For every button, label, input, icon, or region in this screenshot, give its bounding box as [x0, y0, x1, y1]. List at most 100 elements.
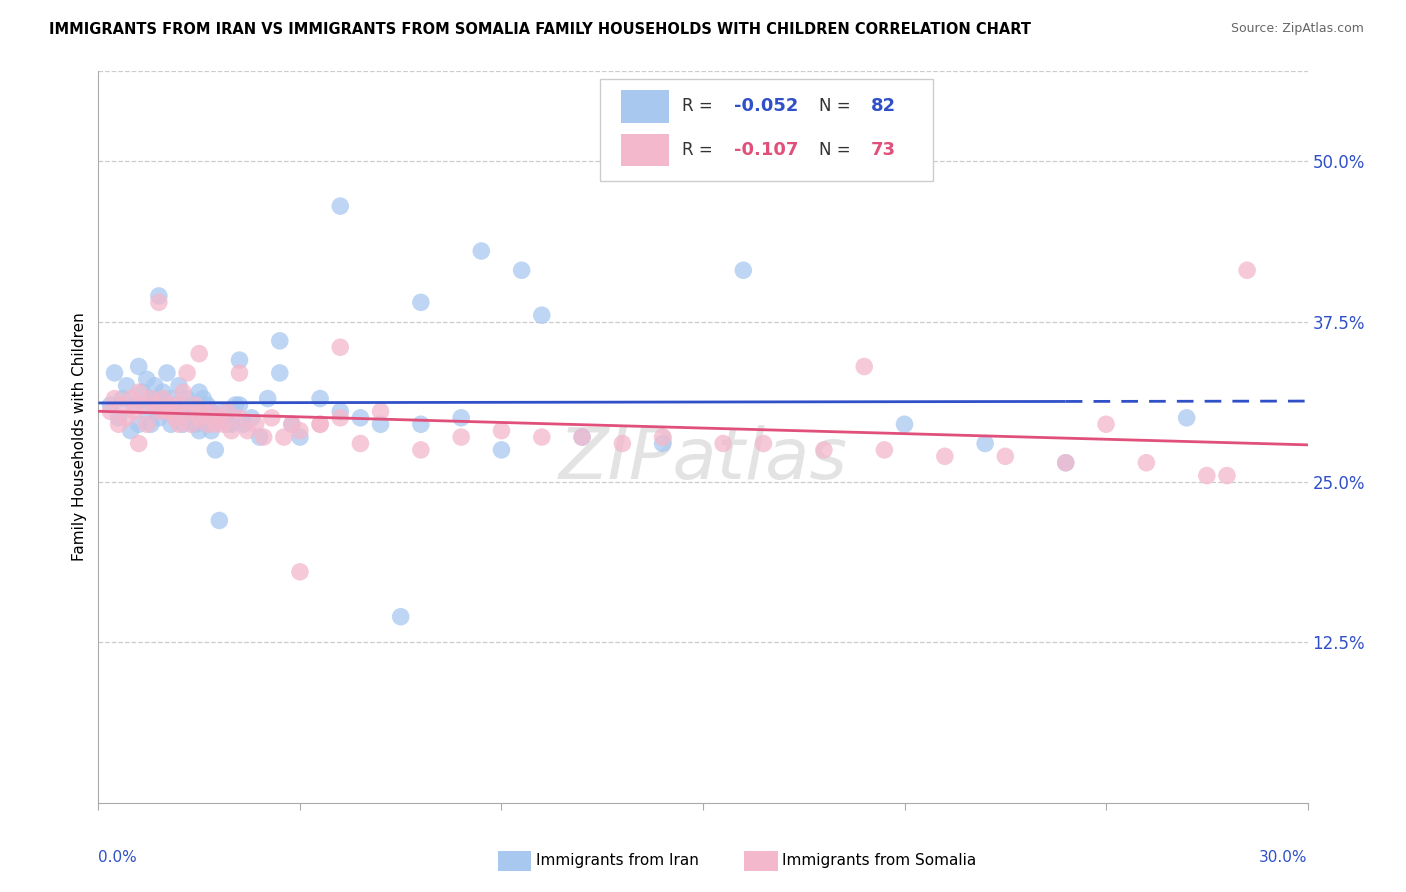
Text: 30.0%: 30.0% — [1260, 850, 1308, 865]
Point — [450, 430, 472, 444]
Point — [228, 410, 250, 425]
Point — [188, 346, 211, 360]
Point — [107, 410, 129, 425]
Point — [1135, 456, 1157, 470]
Text: -0.052: -0.052 — [734, 97, 799, 115]
Point — [1054, 456, 1077, 470]
Point — [221, 424, 243, 438]
Point — [409, 442, 432, 457]
Point — [470, 244, 492, 258]
Point — [288, 565, 311, 579]
Point — [571, 430, 593, 444]
Point — [160, 404, 183, 418]
Point — [156, 398, 179, 412]
Point — [212, 417, 235, 432]
Point — [217, 417, 239, 432]
Point — [188, 410, 211, 425]
Point — [184, 398, 207, 412]
Point — [100, 398, 122, 412]
Point — [309, 417, 332, 432]
Point — [188, 404, 211, 418]
Point — [176, 410, 198, 425]
Point — [167, 417, 190, 432]
Point — [128, 436, 150, 450]
Point — [1175, 410, 1198, 425]
Point — [232, 417, 254, 432]
Point — [148, 295, 170, 310]
Point — [288, 424, 311, 438]
Point — [370, 417, 392, 432]
Point — [1236, 263, 1258, 277]
Point — [176, 392, 198, 406]
Point — [651, 436, 673, 450]
Point — [176, 366, 198, 380]
Point — [370, 404, 392, 418]
Point — [752, 436, 775, 450]
Point — [148, 289, 170, 303]
Text: ZIPatlas: ZIPatlas — [558, 425, 848, 493]
FancyBboxPatch shape — [621, 135, 669, 167]
Point — [148, 410, 170, 425]
Point — [813, 442, 835, 457]
Point — [124, 404, 146, 418]
Point — [236, 424, 259, 438]
Point — [184, 417, 207, 432]
Point — [111, 398, 134, 412]
Point — [152, 392, 174, 406]
Point — [176, 404, 198, 418]
Point — [172, 385, 194, 400]
Text: 0.0%: 0.0% — [98, 850, 138, 865]
Point — [240, 410, 263, 425]
Point — [184, 398, 207, 412]
Point — [208, 514, 231, 528]
Point — [934, 450, 956, 464]
Point — [530, 308, 553, 322]
Text: 73: 73 — [872, 141, 896, 160]
Point — [172, 398, 194, 412]
Point — [152, 404, 174, 418]
Point — [180, 417, 202, 432]
Point — [612, 436, 634, 450]
Point — [1216, 468, 1239, 483]
Point — [409, 417, 432, 432]
Point — [167, 378, 190, 392]
Point — [193, 392, 215, 406]
Point — [135, 372, 157, 386]
Point — [389, 609, 412, 624]
Point — [160, 398, 183, 412]
Point — [148, 392, 170, 406]
Point — [994, 450, 1017, 464]
Point — [195, 417, 218, 432]
Point — [224, 398, 246, 412]
Point — [309, 417, 332, 432]
Point — [329, 199, 352, 213]
Text: R =: R = — [682, 141, 718, 160]
Point — [253, 430, 276, 444]
Point — [160, 417, 183, 432]
Point — [172, 417, 194, 432]
Text: Source: ZipAtlas.com: Source: ZipAtlas.com — [1230, 22, 1364, 36]
Point — [212, 404, 235, 418]
Point — [160, 392, 183, 406]
Point — [152, 385, 174, 400]
Point — [273, 430, 295, 444]
Point — [260, 410, 283, 425]
Point — [711, 436, 734, 450]
Point — [329, 410, 352, 425]
Point — [349, 410, 371, 425]
Point — [135, 404, 157, 418]
Text: Immigrants from Iran: Immigrants from Iran — [536, 854, 699, 868]
Point — [132, 385, 155, 400]
Point — [143, 378, 166, 392]
Text: 82: 82 — [872, 97, 896, 115]
Point — [120, 392, 142, 406]
Point — [107, 417, 129, 432]
Point — [530, 430, 553, 444]
Point — [288, 430, 311, 444]
Text: R =: R = — [682, 97, 718, 115]
Point — [249, 430, 271, 444]
FancyBboxPatch shape — [600, 78, 932, 181]
Point — [281, 417, 304, 432]
Point — [217, 404, 239, 418]
Point — [124, 398, 146, 412]
